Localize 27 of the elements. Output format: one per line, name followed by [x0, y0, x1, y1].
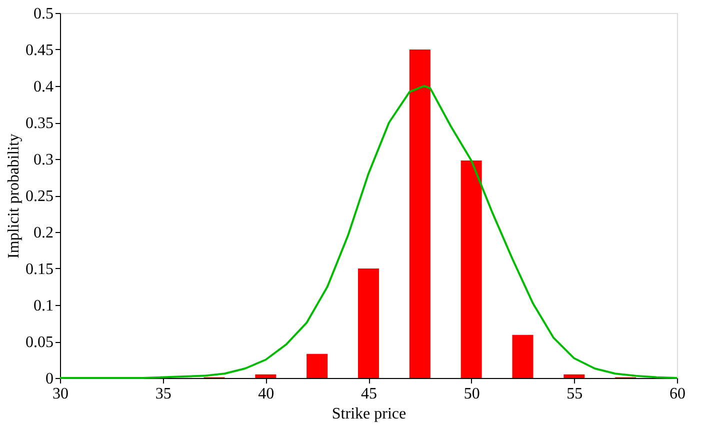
y-tick-label: 0 [46, 370, 54, 388]
bar [564, 374, 585, 378]
y-tick-label: 0.3 [34, 152, 54, 168]
x-tick-label: 40 [258, 386, 274, 402]
x-tick-label: 55 [566, 386, 583, 402]
y-tick-label: 0.35 [26, 115, 54, 132]
y-tick-label: 0.05 [26, 334, 54, 351]
bar [409, 50, 430, 378]
bar [460, 160, 482, 378]
bar [306, 354, 328, 378]
y-tick-label: 0.4 [34, 78, 54, 96]
y-tick-label: 0.15 [26, 261, 54, 278]
y-tick-label: 0.5 [34, 6, 54, 22]
y-tick-label: 0.45 [26, 42, 54, 59]
x-tick-label: 35 [155, 386, 172, 402]
x-tick-label: 50 [464, 386, 480, 402]
x-axis-title: Strike price [332, 406, 406, 422]
y-tick-label: 0.2 [34, 224, 54, 242]
y-axis-title: Implicit probability [6, 134, 22, 258]
x-tick-label: 60 [670, 386, 686, 402]
bar [358, 268, 379, 378]
bar [512, 334, 534, 378]
x-tick-label: 45 [361, 386, 377, 402]
x-tick-label: 30 [52, 386, 68, 402]
y-tick-label: 0.25 [26, 188, 54, 205]
y-tick-label: 0.1 [34, 298, 54, 314]
bar [255, 374, 276, 378]
